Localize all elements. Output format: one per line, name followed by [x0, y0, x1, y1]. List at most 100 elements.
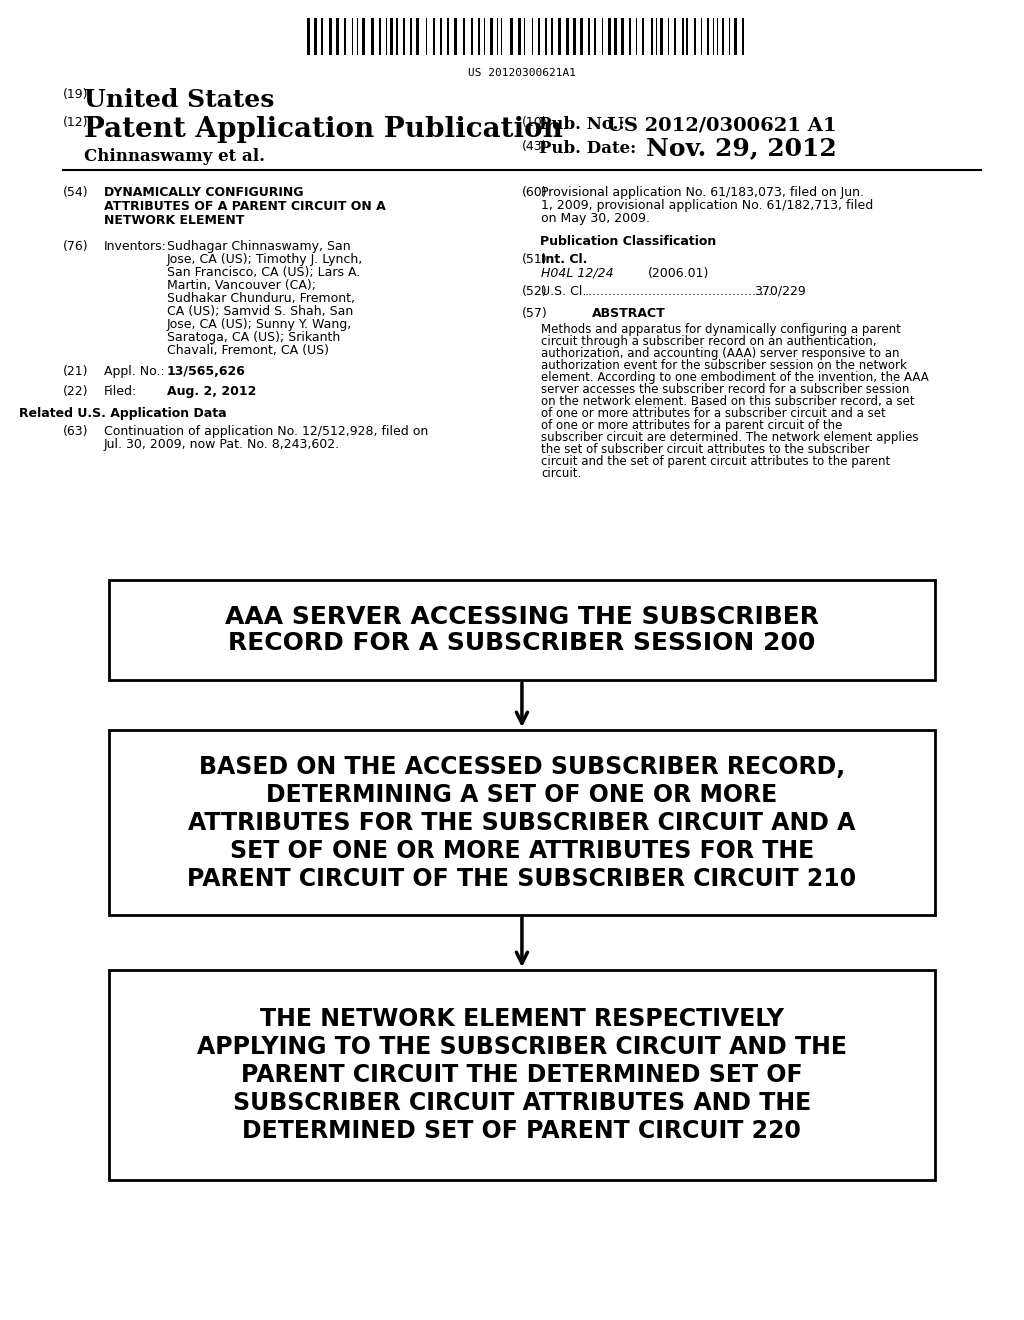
Text: subscriber circuit are determined. The network element applies: subscriber circuit are determined. The n…: [542, 432, 919, 444]
Bar: [642, 18, 644, 55]
Bar: [741, 18, 743, 55]
Text: (10): (10): [522, 116, 548, 129]
FancyBboxPatch shape: [109, 970, 935, 1180]
Text: United States: United States: [84, 88, 274, 112]
Bar: [608, 18, 611, 55]
Text: SUBSCRIBER CIRCUIT ATTRIBUTES AND THE: SUBSCRIBER CIRCUIT ATTRIBUTES AND THE: [232, 1092, 811, 1115]
Text: Saratoga, CA (US); Srikanth: Saratoga, CA (US); Srikanth: [167, 331, 340, 345]
Bar: [336, 18, 339, 55]
Text: US 2012/0300621 A1: US 2012/0300621 A1: [607, 116, 837, 135]
Text: of one or more attributes for a subscriber circuit and a set: of one or more attributes for a subscrib…: [542, 407, 886, 420]
Text: DYNAMICALLY CONFIGURING: DYNAMICALLY CONFIGURING: [103, 186, 303, 199]
Bar: [630, 18, 632, 55]
Text: THE NETWORK ELEMENT RESPECTIVELY: THE NETWORK ELEMENT RESPECTIVELY: [260, 1007, 784, 1031]
Text: Sudhagar Chinnaswamy, San: Sudhagar Chinnaswamy, San: [167, 240, 350, 253]
Text: on the network element. Based on this subscriber record, a set: on the network element. Based on this su…: [542, 395, 914, 408]
Text: 13/565,626: 13/565,626: [167, 366, 246, 378]
Text: (43): (43): [522, 140, 548, 153]
Text: H04L 12/24: H04L 12/24: [542, 267, 614, 280]
Bar: [396, 18, 398, 55]
Bar: [558, 18, 561, 55]
Bar: [390, 18, 393, 55]
Text: US 20120300621A1: US 20120300621A1: [468, 69, 575, 78]
Bar: [439, 18, 441, 55]
Text: (21): (21): [63, 366, 89, 378]
Bar: [510, 18, 513, 55]
Text: NETWORK ELEMENT: NETWORK ELEMENT: [103, 214, 244, 227]
Text: circuit and the set of parent circuit attributes to the parent: circuit and the set of parent circuit at…: [542, 455, 891, 469]
Text: Continuation of application No. 12/512,928, filed on: Continuation of application No. 12/512,9…: [103, 425, 428, 438]
Text: on May 30, 2009.: on May 30, 2009.: [542, 213, 650, 224]
Bar: [539, 18, 541, 55]
Text: Jose, CA (US); Timothy J. Lynch,: Jose, CA (US); Timothy J. Lynch,: [167, 253, 362, 267]
Bar: [410, 18, 412, 55]
Text: Sudhakar Chunduru, Fremont,: Sudhakar Chunduru, Fremont,: [167, 292, 354, 305]
Text: PARENT CIRCUIT THE DETERMINED SET OF: PARENT CIRCUIT THE DETERMINED SET OF: [241, 1063, 803, 1086]
Text: Jose, CA (US); Sunny Y. Wang,: Jose, CA (US); Sunny Y. Wang,: [167, 318, 352, 331]
Text: (19): (19): [63, 88, 89, 102]
Bar: [307, 18, 310, 55]
Text: Filed:: Filed:: [103, 385, 137, 399]
Text: Related U.S. Application Data: Related U.S. Application Data: [19, 407, 227, 420]
Bar: [707, 18, 709, 55]
Text: ATTRIBUTES OF A PARENT CIRCUIT ON A: ATTRIBUTES OF A PARENT CIRCUIT ON A: [103, 201, 385, 213]
Bar: [463, 18, 465, 55]
Text: Publication Classification: Publication Classification: [541, 235, 717, 248]
Bar: [734, 18, 737, 55]
Text: Provisional application No. 61/183,073, filed on Jun.: Provisional application No. 61/183,073, …: [542, 186, 864, 199]
Text: (76): (76): [63, 240, 89, 253]
Text: 1, 2009, provisional application No. 61/182,713, filed: 1, 2009, provisional application No. 61/…: [542, 199, 873, 213]
Bar: [650, 18, 652, 55]
Bar: [573, 18, 577, 55]
Text: DETERMINING A SET OF ONE OR MORE: DETERMINING A SET OF ONE OR MORE: [266, 783, 777, 807]
Text: (12): (12): [63, 116, 89, 129]
Text: (52): (52): [522, 285, 548, 298]
FancyBboxPatch shape: [109, 579, 935, 680]
Text: circuit.: circuit.: [542, 467, 582, 480]
Text: CA (US); Samvid S. Shah, San: CA (US); Samvid S. Shah, San: [167, 305, 353, 318]
Bar: [566, 18, 569, 55]
Text: Chavali, Fremont, CA (US): Chavali, Fremont, CA (US): [167, 345, 329, 356]
Bar: [379, 18, 381, 55]
Bar: [471, 18, 472, 55]
Text: SET OF ONE OR MORE ATTRIBUTES FOR THE: SET OF ONE OR MORE ATTRIBUTES FOR THE: [229, 838, 814, 862]
Text: Methods and apparatus for dynamically configuring a parent: Methods and apparatus for dynamically co…: [542, 323, 901, 337]
Text: RECORD FOR A SUBSCRIBER SESSION 200: RECORD FOR A SUBSCRIBER SESSION 200: [228, 631, 816, 655]
Bar: [417, 18, 419, 55]
Text: APPLYING TO THE SUBSCRIBER CIRCUIT AND THE: APPLYING TO THE SUBSCRIBER CIRCUIT AND T…: [197, 1035, 847, 1059]
Bar: [447, 18, 450, 55]
Text: Martin, Vancouver (CA);: Martin, Vancouver (CA);: [167, 279, 315, 292]
Bar: [321, 18, 324, 55]
Bar: [545, 18, 547, 55]
Text: Chinnaswamy et al.: Chinnaswamy et al.: [84, 148, 265, 165]
Text: element. According to one embodiment of the invention, the AAA: element. According to one embodiment of …: [542, 371, 929, 384]
Bar: [686, 18, 688, 55]
Bar: [614, 18, 616, 55]
Bar: [682, 18, 684, 55]
Text: San Francisco, CA (US); Lars A.: San Francisco, CA (US); Lars A.: [167, 267, 359, 279]
Text: of one or more attributes for a parent circuit of the: of one or more attributes for a parent c…: [542, 418, 843, 432]
Text: BASED ON THE ACCESSED SUBSCRIBER RECORD,: BASED ON THE ACCESSED SUBSCRIBER RECORD,: [199, 755, 845, 779]
Text: (51): (51): [522, 253, 548, 267]
Bar: [455, 18, 457, 55]
Text: Pub. No.:: Pub. No.:: [540, 116, 625, 133]
Bar: [580, 18, 583, 55]
Text: 370/229: 370/229: [755, 285, 806, 298]
Bar: [490, 18, 493, 55]
Text: Pub. Date:: Pub. Date:: [540, 140, 637, 157]
Text: U.S. Cl.: U.S. Cl.: [542, 285, 587, 298]
Text: ATTRIBUTES FOR THE SUBSCRIBER CIRCUIT AND A: ATTRIBUTES FOR THE SUBSCRIBER CIRCUIT AN…: [188, 810, 856, 834]
Text: the set of subscriber circuit attributes to the subscriber: the set of subscriber circuit attributes…: [542, 444, 869, 455]
Text: (54): (54): [63, 186, 89, 199]
Bar: [694, 18, 696, 55]
Bar: [344, 18, 346, 55]
Text: ABSTRACT: ABSTRACT: [592, 308, 666, 319]
Text: (63): (63): [63, 425, 89, 438]
Text: Jul. 30, 2009, now Pat. No. 8,243,602.: Jul. 30, 2009, now Pat. No. 8,243,602.: [103, 438, 340, 451]
Text: Int. Cl.: Int. Cl.: [542, 253, 588, 267]
Bar: [551, 18, 553, 55]
Text: (2006.01): (2006.01): [648, 267, 710, 280]
Text: DETERMINED SET OF PARENT CIRCUIT 220: DETERMINED SET OF PARENT CIRCUIT 220: [243, 1119, 802, 1143]
Bar: [594, 18, 596, 55]
Text: (60): (60): [522, 186, 548, 199]
